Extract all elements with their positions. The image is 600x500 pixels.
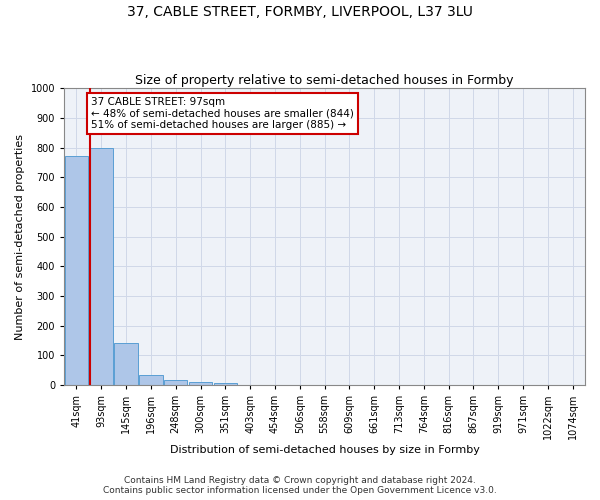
- Bar: [164, 380, 187, 385]
- Bar: [214, 384, 237, 385]
- Bar: [139, 374, 163, 385]
- Bar: [189, 382, 212, 385]
- Bar: [89, 148, 113, 385]
- Y-axis label: Number of semi-detached properties: Number of semi-detached properties: [15, 134, 25, 340]
- Title: Size of property relative to semi-detached houses in Formby: Size of property relative to semi-detach…: [135, 74, 514, 87]
- Text: 37 CABLE STREET: 97sqm
← 48% of semi-detached houses are smaller (844)
51% of se: 37 CABLE STREET: 97sqm ← 48% of semi-det…: [91, 97, 353, 130]
- Bar: [65, 156, 88, 385]
- X-axis label: Distribution of semi-detached houses by size in Formby: Distribution of semi-detached houses by …: [170, 445, 479, 455]
- Text: 37, CABLE STREET, FORMBY, LIVERPOOL, L37 3LU: 37, CABLE STREET, FORMBY, LIVERPOOL, L37…: [127, 5, 473, 19]
- Text: Contains HM Land Registry data © Crown copyright and database right 2024.
Contai: Contains HM Land Registry data © Crown c…: [103, 476, 497, 495]
- Bar: [115, 344, 138, 385]
